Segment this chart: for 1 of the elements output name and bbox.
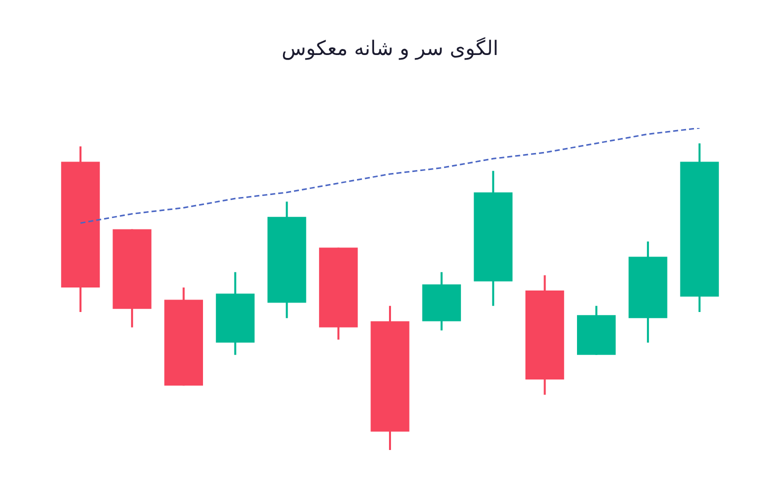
chart-title: الگوی سر و شانه معکوس <box>280 36 500 60</box>
